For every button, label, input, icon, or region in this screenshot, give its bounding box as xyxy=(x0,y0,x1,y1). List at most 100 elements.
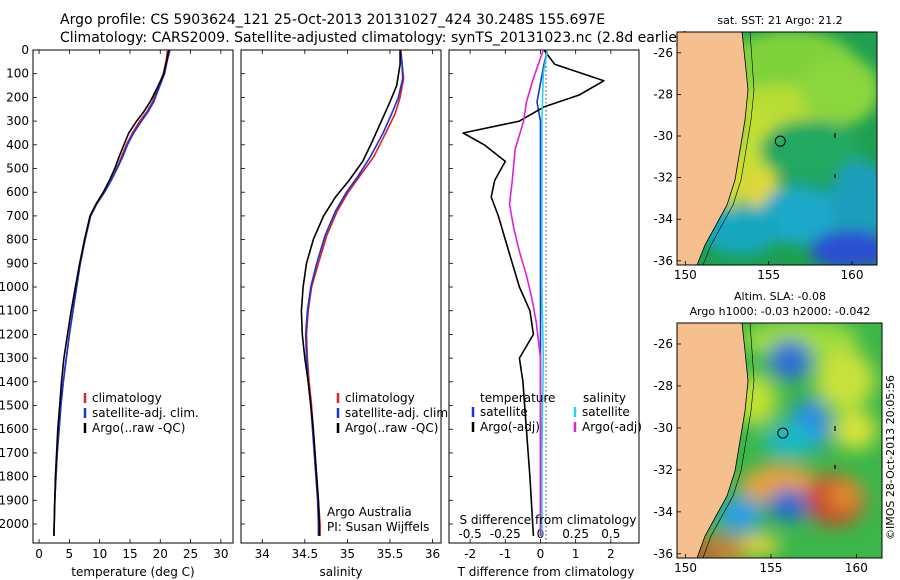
difference-xlabel-top: S difference from climatology xyxy=(460,513,637,527)
temperature-series xyxy=(53,50,171,536)
map-y-tick-label: -36 xyxy=(653,547,673,561)
map-x-tick-label: 155 xyxy=(760,561,783,575)
x-tick-label: 5 xyxy=(66,547,74,561)
difference-series xyxy=(462,50,605,536)
x-tick-label: 1 xyxy=(572,547,580,561)
depth-tick-label: 1800 xyxy=(0,470,29,484)
sla-coastline xyxy=(696,323,749,558)
diff-legend-t-satellite-label: satellite xyxy=(480,405,528,419)
sst-land xyxy=(677,32,748,265)
legend-temperature-title: temperature xyxy=(480,391,555,405)
difference-axes xyxy=(448,49,640,544)
sal-legend-argo-label: Argo(..raw -QC) xyxy=(345,421,438,435)
depth-tick-label: 1700 xyxy=(0,446,29,460)
legend-argo-label: Argo(..raw -QC) xyxy=(92,421,185,435)
depth-tick-label: 600 xyxy=(6,185,29,199)
salinity-series xyxy=(300,50,405,536)
depth-tick-label: 1600 xyxy=(0,422,29,436)
sst-coastline xyxy=(696,32,749,265)
depth-tick-label: 1000 xyxy=(0,280,29,294)
sla-map: Altim. SLA: -0.08 Argo h1000: -0.03 h200… xyxy=(653,290,883,575)
difference-legend: temperature salinity satellite Argo(-adj… xyxy=(471,391,642,434)
map-y-tick-label: -30 xyxy=(653,421,673,435)
series-t-argo-adj- xyxy=(462,50,605,536)
temperature-panel: 0 5 10 15 20 25 30 0 100 200 300 400 500 600 700 800 90… xyxy=(0,43,234,579)
diff-legend-s-satellite-label: satellite xyxy=(582,405,630,419)
sal-legend-satellite-label: satellite-adj. clim. xyxy=(345,406,452,420)
x-tick-label: 34 xyxy=(255,547,270,561)
sst-map-title: sat. SST: 21 Argo: 21.2 xyxy=(717,14,842,27)
x-tick-label: 25 xyxy=(183,547,198,561)
x-top-tick-label: -0.5 xyxy=(458,527,481,541)
map-y-tick-label: -32 xyxy=(653,463,673,477)
legend-salinity-title: salinity xyxy=(583,391,626,405)
sst-field xyxy=(700,32,877,265)
x-tick-label: 35.5 xyxy=(377,547,404,561)
map-y-tick-label: -34 xyxy=(653,505,673,519)
x-tick-label: 20 xyxy=(153,547,168,561)
series-argo-raw-qc- xyxy=(53,50,170,536)
header-line-1: Argo profile: CS 5903624_121 25-Oct-2013… xyxy=(60,12,605,28)
map-x-tick-label: 160 xyxy=(845,561,868,575)
sst-map-ticks: 150 155 160 -26 -28 -30 -32 -34 -36 xyxy=(653,46,863,282)
series-argo-raw-qc- xyxy=(300,50,401,536)
sla-map-ticks: 150 155 160 -26 -28 -30 -32 -34 -36 xyxy=(653,337,867,575)
x-tick-label: -1 xyxy=(499,547,511,561)
x-tick-label: 34.5 xyxy=(291,547,318,561)
map-x-tick-label: 155 xyxy=(757,268,780,282)
depth-tick-label: 1300 xyxy=(0,351,29,365)
legend-climatology-label: climatology xyxy=(92,391,162,405)
x-tick-label: -2 xyxy=(464,547,476,561)
series-s-argo-adj- xyxy=(508,50,545,536)
temperature-axes xyxy=(32,49,234,544)
depth-ticks: 0 100 200 300 400 500 600 700 800 900 1000 1100 1200… xyxy=(0,43,37,531)
map-y-tick-label: -28 xyxy=(653,87,673,101)
sst-argo-marker xyxy=(774,135,786,147)
x-tick-label: 0 xyxy=(537,547,545,561)
x-tick-label: 35 xyxy=(340,547,355,561)
imos-timestamp: ©IMOS 28-Oct-2013 20:05:56 xyxy=(884,375,897,540)
x-tick-label: 0 xyxy=(35,547,43,561)
x-top-tick-label: -0.25 xyxy=(490,527,521,541)
x-tick-label: 2 xyxy=(607,547,615,561)
salinity-legend: climatology satellite-adj. clim. Argo(..… xyxy=(336,391,452,435)
attribution-line-2: PI: Susan Wijffels xyxy=(327,520,429,534)
salinity-xlabel: salinity xyxy=(319,565,362,579)
depth-tick-label: 1200 xyxy=(0,327,29,341)
sla-field xyxy=(686,323,877,558)
map-x-tick-label: 150 xyxy=(674,561,697,575)
depth-tick-label: 2000 xyxy=(0,517,29,531)
x-top-tick-label: 0.25 xyxy=(562,527,589,541)
depth-tick-label: 900 xyxy=(6,256,29,270)
attribution-line-1: Argo Australia xyxy=(327,505,412,519)
x-tick-label: 15 xyxy=(122,547,137,561)
legend-satellite-label: satellite-adj. clim. xyxy=(92,406,199,420)
depth-tick-label: 700 xyxy=(6,209,29,223)
diff-legend-t-argo-label: Argo(-adj) xyxy=(480,420,540,434)
depth-tick-label: 1100 xyxy=(0,304,29,318)
sla-argo-marker xyxy=(777,427,789,439)
sst-map-frame xyxy=(676,31,878,266)
sla-map-frame xyxy=(676,322,883,559)
map-y-tick-label: -36 xyxy=(653,254,673,268)
diff-legend-s-argo-label: Argo(-adj) xyxy=(582,420,642,434)
salinity-axes xyxy=(240,49,442,544)
map-y-tick-label: -30 xyxy=(653,129,673,143)
salinity-ticks: 34 34.5 35 35.5 36 xyxy=(241,49,440,561)
map-x-tick-label: 160 xyxy=(841,268,864,282)
difference-xlabel-bottom: T difference from climatology xyxy=(457,565,635,579)
sst-map: sat. SST: 21 Argo: 21.2 xyxy=(653,14,878,282)
header-line-2: Climatology: CARS2009. Satellite-adjuste… xyxy=(60,30,688,46)
sla-isobath xyxy=(702,323,755,558)
temperature-xlabel: temperature (deg C) xyxy=(71,565,194,579)
depth-tick-label: 100 xyxy=(6,67,29,81)
temperature-ticks: 0 5 10 15 20 25 30 xyxy=(35,50,229,561)
sla-map-subtitle: Argo h1000: -0.03 h2000: -0.042 xyxy=(690,305,871,318)
map-y-tick-label: -28 xyxy=(653,379,673,393)
sst-isobath xyxy=(702,32,755,265)
sla-land xyxy=(677,323,748,558)
x-tick-label: 10 xyxy=(92,547,107,561)
series-s-satellite xyxy=(541,50,549,536)
x-tick-label: 36 xyxy=(425,547,440,561)
depth-tick-label: 300 xyxy=(6,114,29,128)
